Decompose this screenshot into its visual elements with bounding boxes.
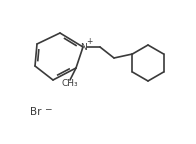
Text: Br: Br	[30, 107, 42, 117]
Text: CH₃: CH₃	[62, 79, 78, 89]
Text: −: −	[44, 105, 52, 113]
Text: N: N	[81, 43, 87, 53]
Text: +: +	[86, 37, 93, 47]
